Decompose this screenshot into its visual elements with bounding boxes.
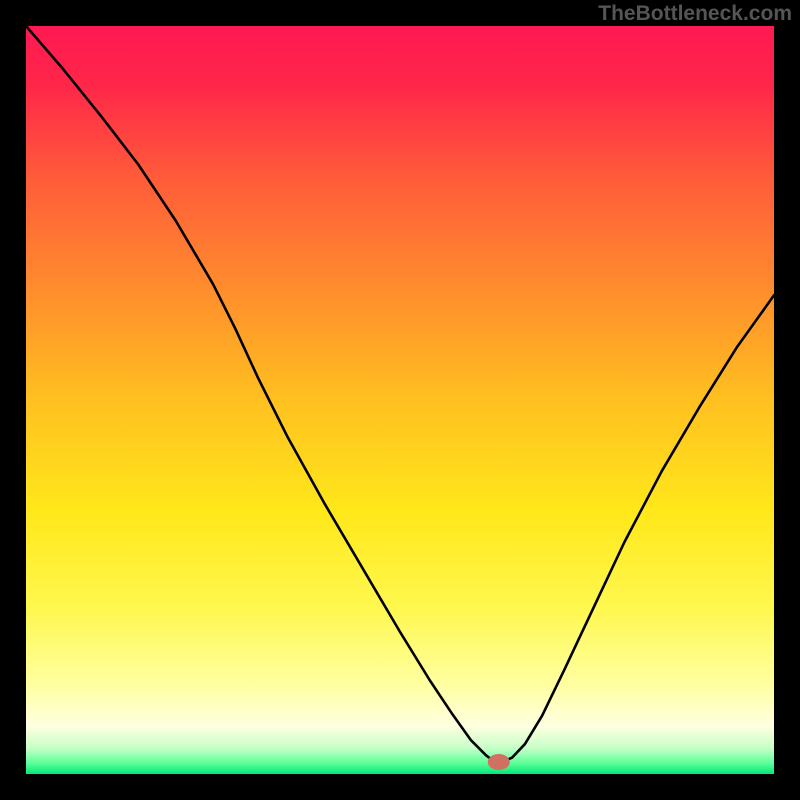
optimal-point-marker <box>488 754 510 770</box>
chart-plot-area <box>26 26 774 774</box>
bottleneck-chart-svg <box>26 26 774 774</box>
chart-background <box>26 26 774 774</box>
watermark-text: TheBottleneck.com <box>598 2 792 26</box>
